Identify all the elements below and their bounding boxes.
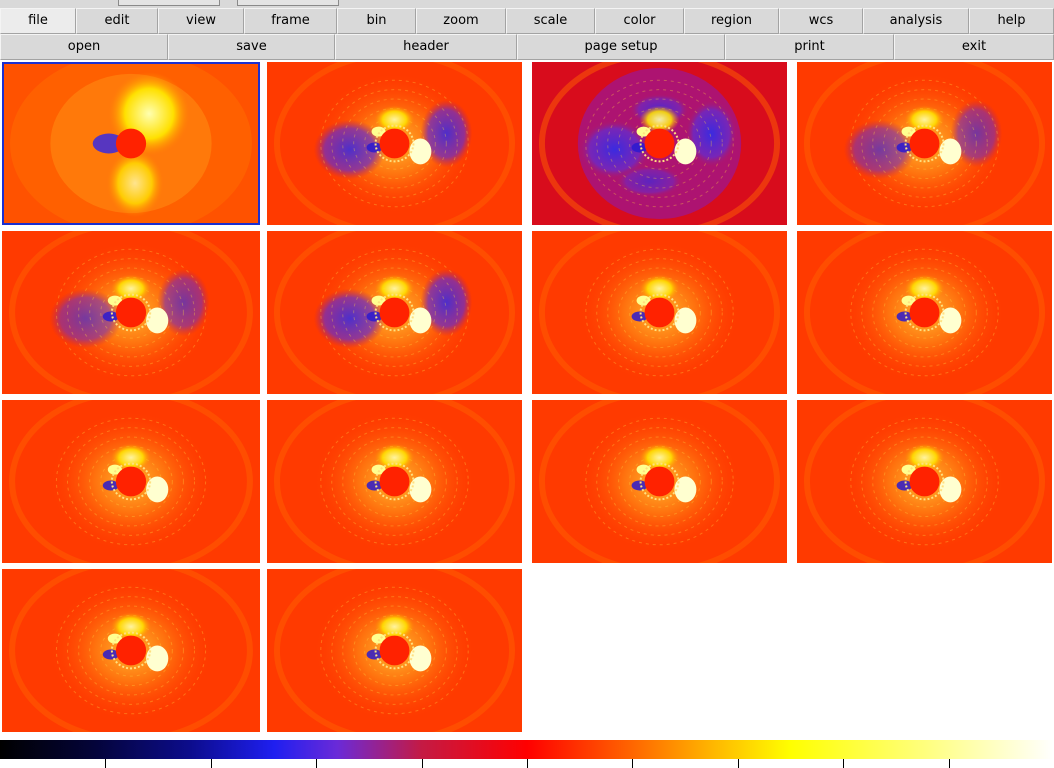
image-frame-13[interactable] <box>2 569 260 732</box>
colorbar-tick <box>527 759 528 768</box>
colorbar-tick <box>422 759 423 768</box>
info-panel-fragment <box>118 0 220 6</box>
image-frame-12[interactable] <box>797 400 1052 563</box>
image-frame-2[interactable] <box>267 62 522 225</box>
menu-file[interactable]: file <box>0 8 76 34</box>
colorbar-tick <box>843 759 844 768</box>
colorbar-gradient[interactable] <box>0 740 1054 759</box>
colorbar-tick <box>738 759 739 768</box>
button-exit[interactable]: exit <box>894 34 1054 60</box>
frame-image <box>2 400 260 563</box>
button-bar: open save header page setup print exit <box>0 34 1054 60</box>
image-frame-3[interactable] <box>532 62 787 225</box>
frame-image <box>267 231 522 394</box>
menu-zoom[interactable]: zoom <box>416 8 506 34</box>
frame-image <box>267 400 522 563</box>
frame-image <box>532 400 787 563</box>
button-open[interactable]: open <box>0 34 168 60</box>
frame-image <box>2 231 260 394</box>
frame-image <box>532 231 787 394</box>
menu-edit[interactable]: edit <box>76 8 158 34</box>
info-panel-fragment <box>237 0 339 6</box>
image-frame-1[interactable] <box>2 62 260 225</box>
frame-image <box>532 62 787 225</box>
colorbar-tick <box>316 759 317 768</box>
colorbar-tick <box>211 759 212 768</box>
colorbar-tick <box>949 759 950 768</box>
menu-scale[interactable]: scale <box>506 8 595 34</box>
menu-help[interactable]: help <box>969 8 1054 34</box>
frame-image <box>2 569 260 732</box>
frame-image <box>797 231 1052 394</box>
image-frame-14[interactable] <box>267 569 522 732</box>
menu-color[interactable]: color <box>595 8 684 34</box>
top-strip <box>0 0 1054 8</box>
image-frame-10[interactable] <box>267 400 522 563</box>
menu-bar: file edit view frame bin zoom scale color region… <box>0 8 1054 34</box>
menu-wcs[interactable]: wcs <box>779 8 863 34</box>
colorbar <box>0 738 1054 768</box>
image-frame-7[interactable] <box>532 231 787 394</box>
image-frame-11[interactable] <box>532 400 787 563</box>
image-frame-9[interactable] <box>2 400 260 563</box>
menu-region[interactable]: region <box>684 8 779 34</box>
menu-bin[interactable]: bin <box>337 8 416 34</box>
colorbar-tick <box>632 759 633 768</box>
button-save[interactable]: save <box>168 34 335 60</box>
frame-image <box>267 569 522 732</box>
image-frame-8[interactable] <box>797 231 1052 394</box>
colorbar-ticks <box>0 759 1054 768</box>
frame-image <box>797 62 1052 225</box>
frame-grid <box>0 60 1054 736</box>
colorbar-tick <box>105 759 106 768</box>
frame-image <box>797 400 1052 563</box>
image-frame-6[interactable] <box>267 231 522 394</box>
frame-image <box>267 62 522 225</box>
button-print[interactable]: print <box>725 34 894 60</box>
frame-image <box>2 62 260 225</box>
menu-view[interactable]: view <box>158 8 244 34</box>
image-frame-5[interactable] <box>2 231 260 394</box>
button-header[interactable]: header <box>335 34 517 60</box>
menu-frame[interactable]: frame <box>244 8 337 34</box>
menu-analysis[interactable]: analysis <box>863 8 969 34</box>
image-frame-4[interactable] <box>797 62 1052 225</box>
button-page-setup[interactable]: page setup <box>517 34 725 60</box>
